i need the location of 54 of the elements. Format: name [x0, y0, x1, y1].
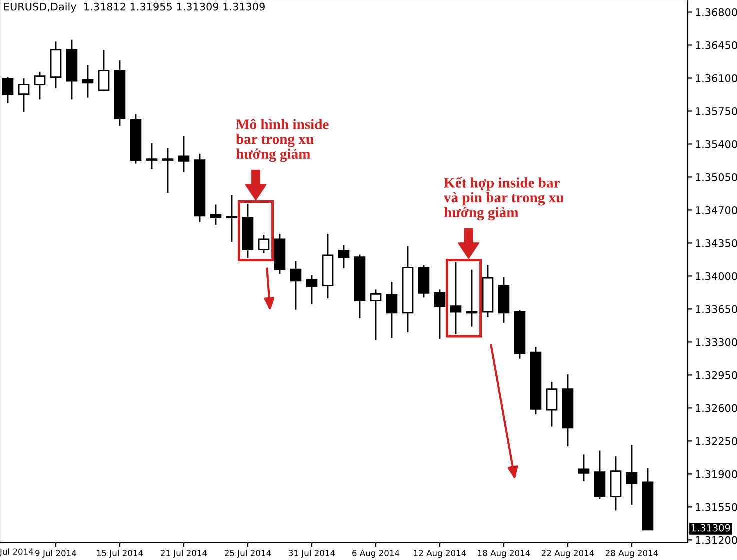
y-tick-label: 1.31200 [696, 536, 737, 544]
x-tick-label: 15 Jul 2014 [97, 550, 144, 558]
candlestick [226, 195, 238, 242]
candlestick [370, 290, 382, 340]
candlestick [98, 50, 110, 92]
text: Jul 2014 [0, 548, 34, 557]
y-tick-label: 1.31550 [696, 503, 737, 512]
candlestick [626, 445, 638, 506]
annotation: Kết hợp inside bar và pin bar trong xu hướng giảm [444, 177, 564, 221]
candlestick [290, 261, 302, 310]
y-tick-label: 1.36450 [696, 41, 737, 50]
candlestick [434, 290, 446, 340]
y-tick-label: 1.34000 [696, 272, 737, 280]
candlestick [82, 65, 94, 98]
x-tick-label: 28 Aug 2014 [606, 550, 658, 558]
y-tick-label: 1.34700 [696, 206, 737, 214]
candlestick [162, 148, 174, 194]
candlestick [466, 270, 478, 327]
x-tick-label: 21 Jul 2014 [161, 550, 208, 558]
y-tick-label: 1.36800 [696, 8, 737, 16]
y-tick-label: 1.36100 [696, 74, 737, 82]
candlestick [34, 72, 46, 100]
x-tick-label: 12 Aug 2014 [414, 550, 466, 558]
y-tick-label: 1.34350 [696, 239, 737, 248]
annotation: Mô hình inside bar trong xu hướng giảm [236, 119, 329, 162]
text: 1.31309 [692, 524, 730, 532]
y-tick-label: 1.31900 [696, 470, 737, 478]
candlestick [18, 78, 30, 112]
candlestick [258, 234, 270, 254]
y-tick-label: 1.35050 [696, 173, 737, 182]
candlestick [338, 245, 350, 268]
candlestick [210, 204, 222, 226]
y-tick-label: 1.32950 [696, 371, 737, 380]
candlestick [306, 276, 318, 304]
y-tick-label: 1.33650 [696, 305, 737, 314]
candlestick [146, 144, 158, 170]
y-tick-label: 1.35400 [696, 140, 737, 148]
y-tick-label: 1.32250 [696, 437, 737, 446]
candlestick [450, 262, 462, 334]
y-tick-label: 1.33300 [696, 338, 737, 346]
x-tick-label: 18 Aug 2014 [478, 550, 530, 558]
x-tick-label: 9 Jul 2014 [36, 550, 76, 558]
candlestick [578, 454, 590, 482]
x-tick-label: 6 Aug 2014 [352, 550, 400, 558]
x-tick-label: 22 Aug 2014 [542, 550, 594, 558]
x-tick-label: 31 Jul 2014 [289, 550, 336, 558]
y-tick-label: 1.32600 [696, 404, 737, 412]
candlestick [178, 136, 190, 172]
candlestick [546, 382, 558, 427]
candlestick [386, 282, 398, 338]
y-tick-label: 1.35750 [696, 107, 737, 116]
candlestick [2, 78, 14, 104]
chart-title: EURUSD,Daily 1.31812 1.31955 1.31309 1.31309 [4, 2, 265, 13]
x-tick-label: 25 Jul 2014 [225, 550, 272, 558]
